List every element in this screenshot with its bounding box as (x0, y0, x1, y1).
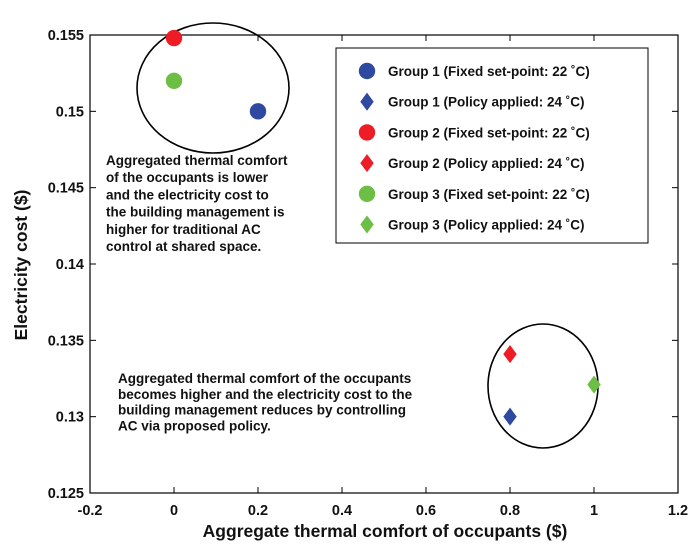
y-tick-label: 0.155 (48, 28, 84, 44)
legend: Group 1 (Fixed set-point: 22 ˚C) Group 1 … (335, 47, 649, 244)
data-point-circle (165, 29, 183, 47)
x-axis-label: Aggregate thermal comfort of occupants (… (203, 521, 568, 541)
legend-marker (358, 185, 376, 202)
y-tick-label: 0.125 (48, 486, 84, 502)
legend-marker (360, 215, 374, 234)
annotation-line: AC via proposed policy. (118, 418, 271, 433)
tick-layer: -0.2 0 0.2 0.4 0.6 0.8 1 1.2 0.125 0.13 0.135 0.14 0… (48, 28, 688, 519)
legend-marker (358, 124, 376, 141)
group-ellipse-traditional (136, 22, 290, 154)
y-tick-label: 0.135 (48, 333, 84, 349)
annotation-line: Aggregated thermal comfort of the occupa… (118, 371, 411, 386)
annotation-line: the building management is (106, 205, 285, 220)
legend-marker (360, 154, 374, 173)
annotation-line: of the occupants is lower (106, 170, 269, 185)
data-point-circle (165, 72, 183, 90)
legend-entry-label: Group 3 (Policy applied: 24 ˚C) (388, 218, 585, 233)
y-tick-label: 0.13 (56, 410, 84, 426)
legend-marker (358, 62, 376, 80)
legend-entry-label: Group 1 (Fixed set-point: 22 ˚C) (388, 64, 590, 79)
data-point-diamond (503, 345, 517, 364)
x-tick-label: 0.4 (332, 503, 352, 519)
data-point-circle (249, 103, 267, 120)
x-tick-label: 0 (170, 503, 178, 519)
annotation-line: becomes higher and the electricity cost … (118, 387, 413, 402)
legend-entry-label: Group 2 (Fixed set-point: 22 ˚C) (388, 125, 590, 140)
x-tick-label: -0.2 (78, 503, 103, 519)
legend-box (335, 47, 649, 244)
y-tick-label: 0.14 (56, 257, 84, 273)
annotation-line: control at shared space. (106, 239, 261, 254)
x-tick-label: 0.6 (416, 503, 436, 519)
legend-marker (360, 92, 374, 111)
y-axis-label: Electricity cost ($) (11, 190, 31, 341)
y-tick-label: 0.15 (56, 104, 84, 120)
x-tick-label: 1.2 (668, 503, 688, 519)
annotation-line: and the electricity cost to (106, 187, 269, 202)
data-point-diamond (587, 375, 601, 394)
annotation-line: building management reduces by controlli… (118, 403, 406, 418)
data-points-layer (165, 29, 601, 426)
legend-entry-label: Group 3 (Fixed set-point: 22 ˚C) (388, 187, 590, 202)
legend-entry-label: Group 2 (Policy applied: 24 ˚C) (388, 156, 585, 171)
x-tick-label: 0.2 (248, 503, 268, 519)
data-point-diamond (503, 407, 517, 426)
annotation-line: higher for traditional AC (106, 222, 261, 237)
y-tick-label: 0.145 (48, 181, 84, 197)
x-tick-label: 0.8 (500, 503, 520, 519)
annotation-layer: Aggregated thermal comfort of the occupan… (106, 22, 599, 449)
annotation-line: Aggregated thermal comfort (106, 153, 288, 168)
x-tick-label: 1 (590, 503, 598, 519)
legend-entry-label: Group 1 (Policy applied: 24 ˚C) (388, 95, 585, 110)
